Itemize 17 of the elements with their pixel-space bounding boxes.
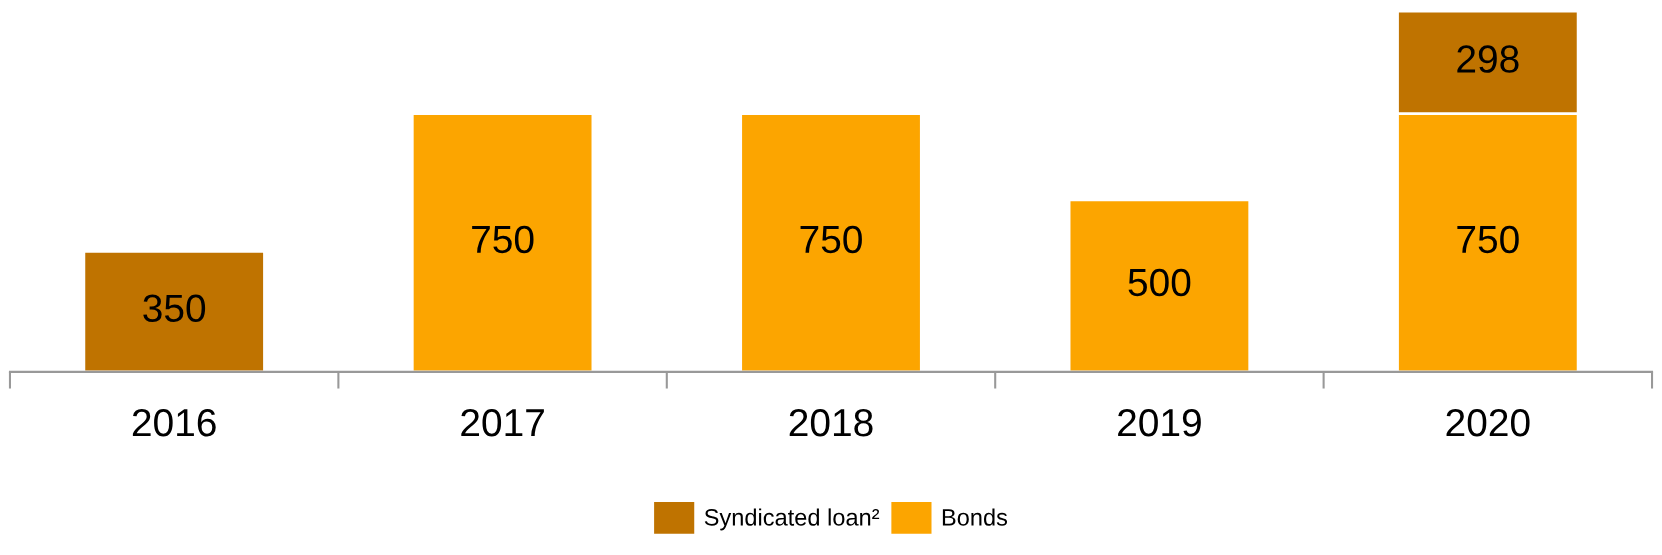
data-label: 298 xyxy=(1457,45,1519,73)
data-label: 500 xyxy=(1128,268,1191,297)
legend-label: Bonds xyxy=(942,508,1008,526)
x-tick-label: 2017 xyxy=(461,408,544,437)
data-label: 750 xyxy=(1457,225,1519,254)
x-tick-label: 2018 xyxy=(789,408,873,437)
x-tick-label: 2016 xyxy=(132,408,216,437)
legend-label: Syndicated loan² xyxy=(704,508,880,531)
bar xyxy=(739,112,923,372)
x-tick-label: 2019 xyxy=(1118,408,1201,437)
data-label: 750 xyxy=(472,225,534,254)
bar xyxy=(410,112,595,372)
bar xyxy=(82,249,266,372)
x-tick-label: 2020 xyxy=(1446,408,1530,437)
data-label: 750 xyxy=(800,225,862,254)
bar xyxy=(1067,198,1252,372)
data-label: 350 xyxy=(143,294,206,323)
